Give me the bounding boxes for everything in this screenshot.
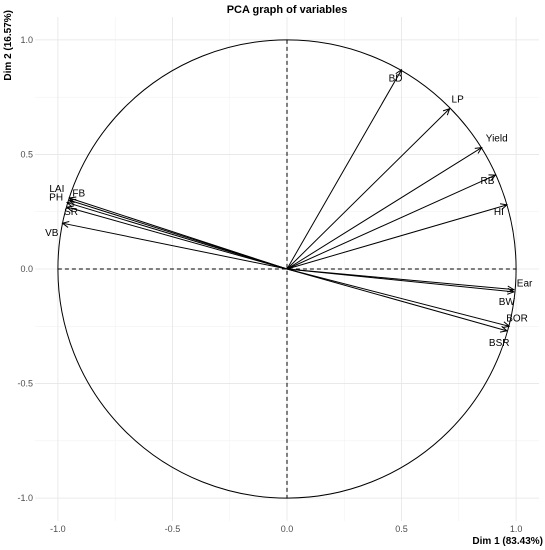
- arrowhead-bsr: [499, 325, 509, 333]
- label-vb: VB: [45, 228, 59, 239]
- arrow-ph: [66, 202, 288, 270]
- arrow-bw: [286, 268, 514, 293]
- arrow-lp: [286, 108, 451, 270]
- x-tick-label: -0.5: [165, 524, 181, 534]
- x-tick-label: 0.0: [281, 524, 294, 534]
- label-bd: BD: [389, 74, 403, 85]
- arrow-bor: [286, 268, 510, 327]
- correlation-circle: [57, 39, 517, 499]
- arrow-bsr: [286, 268, 508, 332]
- label-lp: LP: [452, 95, 465, 106]
- x-tick-label: 1.0: [510, 524, 523, 534]
- x-tick-label: -1.0: [50, 524, 66, 534]
- y-tick-label: 0.0: [20, 264, 33, 274]
- x-tick-labels: -1.0 -0.5 0.0 0.5 1.0: [50, 524, 522, 534]
- label-sr: SR: [64, 207, 78, 218]
- arrowhead-rb: [488, 174, 497, 181]
- correlation-circle-layer: [57, 39, 517, 499]
- label-bsr: BSR: [489, 338, 510, 349]
- arrowhead-bw: [507, 287, 515, 295]
- label-bw: BW: [499, 297, 516, 308]
- label-ph: PH: [49, 193, 63, 204]
- x-axis-label: Dim 1 (83.43%): [472, 536, 543, 547]
- arrowhead-bd: [395, 68, 403, 77]
- dashed-origin-lines: [57, 39, 517, 499]
- y-axis-label: Dim 2 (16.57%): [3, 10, 14, 81]
- arrowhead-hi: [499, 203, 509, 210]
- arrowhead-sr: [65, 205, 75, 213]
- arrow-hi: [286, 204, 508, 270]
- arrow-bd: [286, 69, 402, 270]
- arrowhead-fb: [68, 198, 77, 206]
- y-tick-label: -1.0: [17, 493, 33, 503]
- y-tick-label: -0.5: [17, 379, 33, 389]
- arrow-vb: [62, 222, 288, 270]
- y-tick-label: 0.5: [20, 149, 33, 159]
- y-tick-label: 1.0: [20, 35, 33, 45]
- arrowhead-ph: [65, 200, 75, 208]
- label-lai: LAI: [49, 184, 64, 195]
- arrowhead-yield: [474, 146, 483, 154]
- x-tick-label: 0.5: [395, 524, 408, 534]
- label-fb: FB: [72, 188, 85, 199]
- label-ear: Ear: [517, 279, 533, 290]
- label-rb: RB: [481, 176, 495, 187]
- label-yield: Yield: [486, 134, 508, 145]
- arrow-rb: [286, 174, 496, 270]
- variable-arrows: [61, 68, 515, 333]
- y-tick-labels: -1.0 -0.5 0.0 0.5 1.0: [17, 35, 33, 503]
- label-bor: BOR: [506, 313, 528, 324]
- chart-title: PCA graph of variables: [227, 4, 348, 16]
- arrowhead-bor: [502, 321, 511, 329]
- arrowhead-lp: [442, 107, 451, 116]
- arrow-yield: [286, 147, 482, 270]
- label-hi: HI: [494, 207, 504, 218]
- arrowhead-vb: [61, 220, 70, 228]
- arrow-sr: [66, 206, 288, 270]
